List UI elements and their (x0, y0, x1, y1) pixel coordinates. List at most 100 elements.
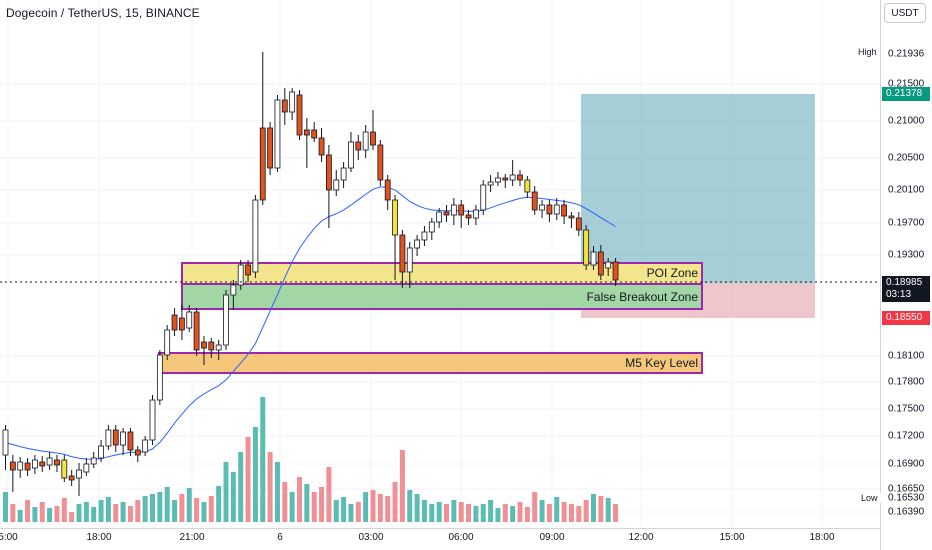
candle-body (274, 99, 281, 169)
candle-body (325, 154, 332, 191)
volume-bar (480, 504, 486, 522)
candle-body (54, 459, 60, 466)
volume-bar (495, 508, 501, 522)
time-tick: 12:00 (628, 532, 654, 543)
candle-body (480, 184, 487, 211)
false-breakout-zone-label: False Breakout Zone (586, 290, 698, 304)
candle-body (9, 461, 16, 471)
volume-bar (186, 488, 192, 522)
candle-body (156, 354, 163, 401)
volume-bar (502, 504, 508, 522)
volume-bar (546, 504, 552, 522)
time-tick: 21:00 (179, 532, 205, 543)
volume-bar (429, 504, 435, 522)
volume-bar (532, 492, 538, 522)
time-tick: 18:00 (86, 532, 112, 543)
volume-bar (260, 397, 266, 522)
volume-bar (488, 500, 494, 522)
volume-bar (25, 500, 31, 522)
low-label: Low (858, 493, 881, 503)
volume-bar (282, 482, 288, 522)
candles (2, 52, 619, 496)
volume-bar (208, 496, 214, 522)
candle-body (311, 129, 318, 139)
candle-body (318, 137, 325, 156)
candle-body (171, 314, 178, 331)
candle-body (561, 204, 567, 217)
candle-body (215, 344, 222, 351)
price-tick: 0.20500 (888, 152, 925, 164)
candle-body (583, 229, 590, 266)
volume-bar (598, 496, 604, 522)
chart-plot-area[interactable]: Dogecoin / TetherUS, 15, BINANCE POI Zon… (0, 0, 880, 528)
candle-body (487, 181, 494, 186)
candle-body (443, 211, 450, 216)
candle-body (605, 261, 612, 269)
price-tick: 0.19300 (888, 249, 925, 261)
volume-bar (267, 452, 273, 522)
volume-bar (150, 494, 155, 522)
time-tick: 6 (277, 532, 283, 543)
candle-body (502, 177, 509, 181)
price-tick: 0.20100 (888, 184, 925, 196)
candle-body (392, 199, 398, 236)
candle-body (186, 311, 193, 329)
volume-bar (17, 510, 23, 522)
time-scale[interactable] (0, 528, 880, 550)
candle-body (465, 214, 472, 219)
volume-bar (69, 512, 75, 522)
candle-countdown: 03:13 (886, 289, 912, 300)
volume-bar (47, 508, 53, 522)
candle-body (303, 129, 310, 136)
candle-body (134, 449, 141, 456)
candle-body (142, 439, 149, 453)
volume-bar (319, 487, 325, 522)
volume-bar (252, 427, 258, 522)
volume-bar (568, 504, 574, 522)
candle-body (406, 247, 413, 273)
price-tick: 0.21000 (888, 115, 925, 127)
candle-body (245, 264, 251, 276)
volume-bar (76, 504, 82, 522)
candle-body (458, 204, 465, 216)
current-price-badge: 0.18985 03:13 (882, 276, 930, 302)
candle-body (517, 174, 523, 181)
time-tick: 06:00 (448, 532, 474, 543)
volume-bar (348, 504, 354, 522)
candle-body (539, 204, 545, 211)
volume-bar (517, 502, 523, 522)
target-price-badge: 0.21378 (882, 87, 930, 101)
price-tick: 0.17200 (888, 430, 925, 442)
volume-bar (341, 497, 347, 522)
ema-line (5, 186, 616, 460)
candle-body (2, 429, 9, 456)
candle-body (568, 215, 575, 219)
volume-bar (539, 500, 545, 522)
volume-bar (370, 490, 376, 522)
symbol-title[interactable]: Dogecoin / TetherUS, 15, BINANCE (6, 6, 200, 20)
volume-bar (311, 492, 317, 522)
volume-bar (135, 500, 141, 522)
candle-body (281, 99, 288, 113)
currency-button[interactable]: USDT (884, 3, 926, 23)
volume-bar (223, 462, 229, 522)
volume-bar (164, 487, 170, 522)
volume-bar (554, 497, 560, 522)
candle-body (208, 341, 215, 351)
volume-bar (304, 484, 310, 522)
candle-body (68, 475, 75, 481)
candle-body (428, 221, 435, 233)
price-scale[interactable] (880, 0, 932, 550)
volume-bar (421, 500, 427, 522)
volume-bar (274, 462, 280, 522)
candle-body (370, 131, 376, 146)
chart-canvas[interactable] (0, 0, 880, 528)
high-value: 0.21936 (888, 48, 925, 60)
volume-bar (120, 502, 126, 522)
candle-body (223, 294, 229, 346)
target-zone (581, 94, 815, 283)
volume-bar (451, 500, 457, 522)
candle-body (267, 127, 274, 169)
candle-body (436, 211, 443, 223)
volume-bar (238, 452, 244, 522)
